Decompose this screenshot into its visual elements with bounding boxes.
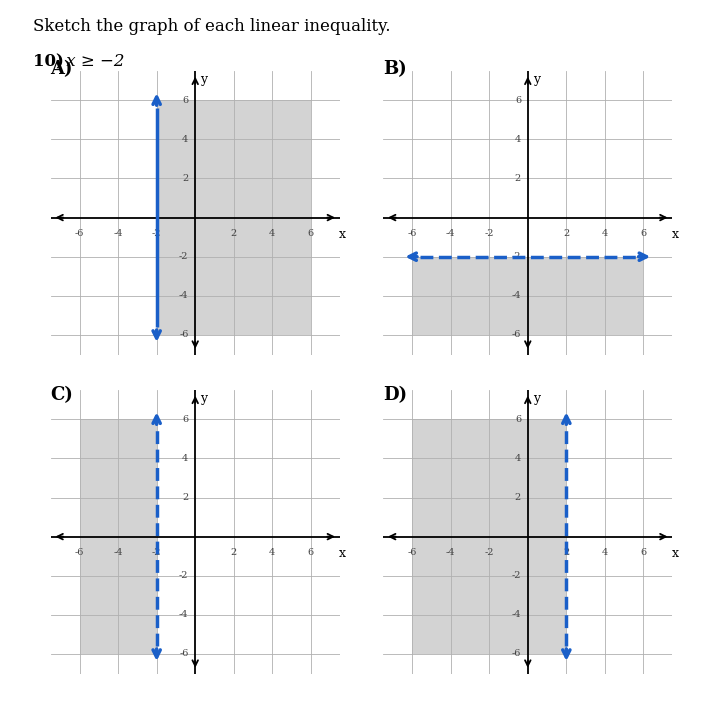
Bar <box>157 100 311 335</box>
Text: -4: -4 <box>179 291 189 301</box>
Text: -2: -2 <box>484 548 494 557</box>
Text: -2: -2 <box>152 229 161 238</box>
Text: x: x <box>339 547 346 560</box>
Text: -2: -2 <box>512 571 521 580</box>
Text: -4: -4 <box>512 291 521 301</box>
Text: -2: -2 <box>512 252 521 261</box>
Bar <box>412 257 643 335</box>
Text: 4: 4 <box>515 454 521 463</box>
Text: 2: 2 <box>515 493 521 502</box>
Text: 2: 2 <box>563 229 570 238</box>
Text: -2: -2 <box>484 229 494 238</box>
Text: -4: -4 <box>114 229 123 238</box>
Text: -6: -6 <box>408 548 416 557</box>
Text: Sketch the graph of each linear inequality.: Sketch the graph of each linear inequali… <box>33 18 390 35</box>
Text: 6: 6 <box>641 229 646 238</box>
Text: -2: -2 <box>179 252 189 261</box>
Text: 4: 4 <box>182 135 189 144</box>
Text: -6: -6 <box>512 330 521 340</box>
Text: 6: 6 <box>308 548 314 557</box>
Text: -2: -2 <box>152 548 161 557</box>
Text: y: y <box>200 73 208 86</box>
Text: x: x <box>339 228 346 241</box>
Text: 2: 2 <box>182 493 189 502</box>
Text: -6: -6 <box>512 649 521 659</box>
Text: -4: -4 <box>114 548 123 557</box>
Text: 6: 6 <box>182 415 189 424</box>
Bar <box>412 419 566 654</box>
Text: C): C) <box>51 386 74 404</box>
Text: B): B) <box>383 60 407 78</box>
Text: -6: -6 <box>179 330 189 340</box>
Text: 6: 6 <box>641 548 646 557</box>
Text: D): D) <box>383 386 407 404</box>
Text: x: x <box>672 547 678 560</box>
Text: 4: 4 <box>269 229 275 238</box>
Text: -4: -4 <box>512 610 521 620</box>
Text: 2: 2 <box>231 548 237 557</box>
Text: x: x <box>672 228 678 241</box>
Text: -4: -4 <box>446 548 455 557</box>
Text: 4: 4 <box>269 548 275 557</box>
Text: 6: 6 <box>515 415 521 424</box>
Text: y: y <box>200 392 208 405</box>
Text: 6: 6 <box>515 96 521 105</box>
Text: x ≥ −2: x ≥ −2 <box>61 53 125 70</box>
Text: 2: 2 <box>515 174 521 183</box>
Bar <box>80 419 157 654</box>
Text: 4: 4 <box>602 229 608 238</box>
Text: 4: 4 <box>602 548 608 557</box>
Text: -6: -6 <box>179 649 189 659</box>
Text: -6: -6 <box>408 229 416 238</box>
Text: 6: 6 <box>182 96 189 105</box>
Text: -4: -4 <box>179 610 189 620</box>
Text: 4: 4 <box>182 454 189 463</box>
Text: y: y <box>533 73 540 86</box>
Text: 4: 4 <box>515 135 521 144</box>
Text: 2: 2 <box>231 229 237 238</box>
Text: -4: -4 <box>446 229 455 238</box>
Text: -6: -6 <box>75 229 84 238</box>
Text: -6: -6 <box>75 548 84 557</box>
Text: A): A) <box>51 60 73 78</box>
Text: 2: 2 <box>182 174 189 183</box>
Text: 10): 10) <box>33 53 64 70</box>
Text: -2: -2 <box>179 571 189 580</box>
Text: y: y <box>533 392 540 405</box>
Text: 2: 2 <box>563 548 570 557</box>
Text: 6: 6 <box>308 229 314 238</box>
